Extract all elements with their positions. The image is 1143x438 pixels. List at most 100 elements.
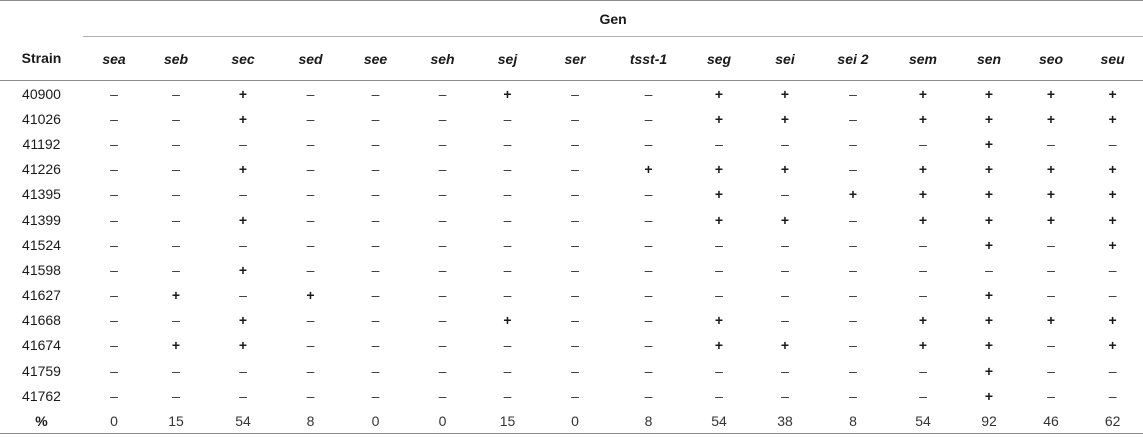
- gene-result-cell: –: [644, 135, 653, 152]
- table-row: 41192 – – – – – – – – – – – – – + – –: [0, 131, 1143, 156]
- gene-result-cell: +: [238, 161, 248, 178]
- gene-result-cell: –: [371, 211, 380, 228]
- gene-result-cell: +: [780, 85, 790, 102]
- gene-result-cell: –: [306, 85, 315, 102]
- gene-result-cell: –: [715, 362, 723, 379]
- gene-result-cell: –: [110, 362, 118, 379]
- gene-result-cell: –: [644, 312, 653, 329]
- percent-value: 38: [752, 408, 818, 435]
- gene-result-cell: –: [1108, 362, 1117, 379]
- gene-result-cell: –: [571, 337, 579, 354]
- gene-result-cell: +: [780, 211, 790, 228]
- gene-result-cell: –: [110, 161, 118, 178]
- gene-header: seb: [145, 36, 207, 81]
- gene-result-cell: +: [984, 287, 994, 304]
- gene-result-cell: +: [1108, 161, 1117, 178]
- gene-result-cell: +: [238, 261, 248, 278]
- percent-row: % 0 15 54 8 0 0 15 0 8 54 38 8 54 92 46 62: [0, 408, 1143, 435]
- gene-result-cell: –: [110, 110, 118, 127]
- percent-value: 0: [342, 408, 409, 435]
- gene-header: sei 2: [818, 36, 888, 81]
- gene-result-cell: +: [714, 337, 724, 354]
- gene-result-cell: –: [1047, 287, 1055, 304]
- gene-result-cell: –: [571, 211, 579, 228]
- gene-result-cell: –: [239, 362, 247, 379]
- gene-header: see: [342, 36, 409, 81]
- strain-id: 41524: [22, 236, 61, 253]
- gene-result-cell: –: [849, 161, 857, 178]
- gene-result-cell: –: [644, 387, 653, 404]
- gene-result-cell: –: [438, 186, 447, 203]
- gene-result-cell: –: [571, 236, 579, 253]
- gene-result-cell: –: [919, 261, 927, 278]
- gene-result-cell: +: [780, 161, 790, 178]
- group-header-row: Gen: [0, 0, 1143, 37]
- gene-header: sea: [83, 36, 145, 81]
- strain-id: 41226: [22, 161, 61, 178]
- gene-result-cell: +: [984, 186, 994, 203]
- gene-result-cell: –: [503, 362, 512, 379]
- gene-result-cell: +: [984, 362, 994, 379]
- gene-result-cell: –: [172, 211, 180, 228]
- percent-value: 54: [207, 408, 279, 435]
- gene-result-cell: +: [1108, 337, 1117, 354]
- percent-value: 0: [409, 408, 476, 435]
- gene-result-cell: –: [172, 312, 180, 329]
- gene-result-cell: –: [503, 110, 512, 127]
- gene-result-cell: –: [644, 186, 653, 203]
- gene-result-cell: –: [371, 261, 380, 278]
- gene-result-cell: –: [172, 387, 180, 404]
- percent-value: 8: [818, 408, 888, 435]
- table-row: 40900 – – + – – – + – – + + – + + + +: [0, 81, 1143, 107]
- group-header: Gen: [83, 0, 1143, 37]
- gene-result-cell: +: [503, 312, 512, 329]
- gene-header: sem: [888, 36, 958, 81]
- gene-result-cell: +: [714, 312, 724, 329]
- gene-result-cell: –: [781, 312, 789, 329]
- gene-result-cell: +: [1046, 211, 1056, 228]
- gene-result-cell: +: [984, 211, 994, 228]
- strain-id: 41762: [22, 387, 61, 404]
- gene-result-cell: –: [644, 236, 653, 253]
- gene-result-cell: +: [1046, 312, 1056, 329]
- gene-result-cell: –: [172, 261, 180, 278]
- gene-result-cell: –: [644, 211, 653, 228]
- gene-header: sen: [958, 36, 1020, 81]
- gene-result-cell: –: [239, 387, 247, 404]
- gene-result-cell: +: [1108, 110, 1117, 127]
- gene-result-cell: +: [918, 186, 928, 203]
- gene-result-cell: –: [371, 110, 380, 127]
- gene-result-cell: –: [849, 110, 857, 127]
- gene-result-cell: –: [306, 110, 315, 127]
- gene-result-cell: +: [780, 110, 790, 127]
- gene-result-cell: +: [714, 85, 724, 102]
- gene-result-cell: –: [371, 387, 380, 404]
- strain-id: 41192: [22, 135, 61, 152]
- gene-result-cell: –: [110, 186, 118, 203]
- gene-result-cell: –: [503, 211, 512, 228]
- gene-result-cell: –: [503, 186, 512, 203]
- gene-result-cell: –: [849, 261, 857, 278]
- gene-result-cell: +: [1046, 161, 1056, 178]
- gene-result-cell: –: [503, 387, 512, 404]
- gene-result-cell: –: [644, 287, 653, 304]
- percent-value: 46: [1020, 408, 1082, 435]
- gene-result-cell: –: [438, 85, 447, 102]
- gene-result-cell: –: [571, 387, 579, 404]
- gene-result-cell: –: [503, 261, 512, 278]
- gene-result-cell: –: [306, 337, 315, 354]
- gene-result-cell: –: [919, 387, 927, 404]
- gene-result-cell: –: [239, 236, 247, 253]
- header-spacer: [0, 0, 83, 37]
- gene-result-cell: –: [849, 135, 857, 152]
- strain-id: 41759: [22, 362, 61, 379]
- gene-result-cell: –: [110, 85, 118, 102]
- gene-result-cell: –: [306, 186, 315, 203]
- gene-result-cell: +: [1046, 186, 1056, 203]
- gene-result-cell: +: [984, 161, 994, 178]
- gene-result-cell: –: [110, 312, 118, 329]
- gene-result-cell: –: [781, 186, 789, 203]
- gene-result-cell: –: [849, 362, 857, 379]
- gene-result-cell: –: [371, 186, 380, 203]
